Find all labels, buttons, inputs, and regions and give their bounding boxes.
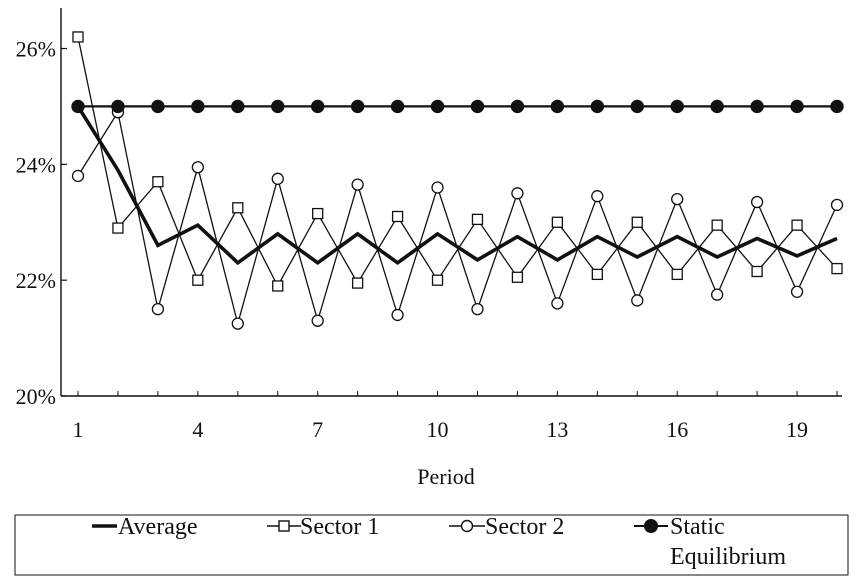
point-static-equilibrium — [550, 99, 565, 114]
series-markers — [71, 31, 844, 330]
legend-label-sector-2: Sector 2 — [485, 514, 564, 540]
legend-label-sector-1: Sector 1 — [300, 514, 379, 540]
legend-item-static-equilibrium: Static Equilibrium — [634, 514, 786, 570]
point-static-equilibrium — [830, 99, 844, 114]
point-sector-2 — [631, 294, 644, 307]
point-sector-2 — [551, 297, 564, 310]
point-static-equilibrium — [510, 99, 525, 114]
x-tick-label: 19 — [786, 417, 808, 442]
point-static-equilibrium — [71, 99, 85, 114]
point-sector-1 — [751, 265, 763, 278]
x-tick-label: 16 — [666, 417, 688, 442]
point-sector-1 — [511, 271, 524, 283]
x-tick-label: 13 — [546, 417, 568, 442]
point-sector-2 — [351, 178, 364, 191]
point-sector-2 — [591, 190, 604, 203]
point-static-equilibrium — [750, 99, 764, 114]
x-tick-label: 4 — [192, 417, 203, 442]
point-sector-1 — [192, 274, 204, 286]
point-sector-1 — [471, 213, 484, 226]
point-sector-2 — [271, 172, 284, 185]
point-sector-2 — [231, 317, 244, 330]
point-sector-2 — [71, 169, 85, 183]
x-tick-label: 10 — [427, 417, 449, 442]
point-sector-2 — [830, 198, 844, 212]
point-static-equilibrium — [790, 99, 804, 114]
point-sector-2 — [311, 314, 324, 327]
point-sector-1 — [431, 274, 444, 286]
point-sector-1 — [312, 207, 324, 220]
series-line-average — [76, 105, 838, 266]
point-sector-1 — [831, 262, 843, 275]
point-static-equilibrium — [271, 99, 285, 114]
x-axis-title: Period — [417, 464, 474, 489]
point-sector-2 — [511, 187, 524, 200]
y-tick-label: 20% — [16, 384, 56, 409]
y-tick-label: 26% — [16, 37, 56, 62]
legend-label-static: Static — [670, 514, 725, 540]
point-sector-2 — [151, 302, 165, 316]
legend-circle-marker — [460, 519, 474, 533]
point-sector-1 — [631, 216, 643, 228]
point-static-equilibrium — [310, 99, 325, 114]
series-lines — [76, 36, 838, 327]
legend-square-marker — [278, 520, 290, 532]
legend-filled-circle-marker — [644, 519, 658, 533]
point-sector-1 — [112, 222, 124, 234]
point-sector-2 — [750, 195, 764, 209]
point-sector-2 — [671, 192, 684, 206]
point-static-equilibrium — [710, 99, 724, 114]
point-sector-1 — [152, 176, 164, 188]
point-sector-1 — [671, 268, 683, 281]
point-static-equilibrium — [670, 99, 684, 114]
point-sector-1 — [351, 277, 364, 289]
x-tick-label: 7 — [312, 417, 323, 442]
legend-item-sector-2: Sector 2 — [449, 514, 564, 540]
x-tick-label: 1 — [73, 417, 84, 442]
legend-label-average: Average — [118, 514, 198, 540]
point-sector-2 — [391, 308, 404, 322]
point-sector-1 — [391, 210, 404, 223]
point-static-equilibrium — [191, 99, 205, 114]
point-static-equilibrium — [470, 99, 485, 114]
legend-box — [14, 514, 849, 576]
point-static-equilibrium — [151, 99, 165, 114]
series-line-sector-2 — [77, 110, 838, 327]
point-static-equilibrium — [111, 99, 125, 114]
y-tick-label: 22% — [16, 268, 56, 293]
point-sector-1 — [791, 219, 803, 231]
legend-item-average: Average — [92, 514, 198, 540]
point-sector-2 — [790, 285, 804, 298]
point-sector-2 — [471, 302, 484, 316]
point-static-equilibrium — [430, 99, 445, 114]
point-sector-1 — [551, 216, 564, 228]
point-sector-1 — [72, 31, 84, 43]
point-static-equilibrium — [350, 99, 365, 114]
point-static-equilibrium — [630, 99, 644, 114]
point-sector-1 — [272, 280, 284, 292]
y-ticks: 20% 22% 24% 26% — [16, 37, 67, 409]
point-sector-1 — [232, 202, 244, 214]
legend-label-equilibrium: Equilibrium — [670, 544, 786, 570]
point-static-equilibrium — [590, 99, 605, 114]
plot-frame — [60, 8, 842, 397]
point-sector-2 — [431, 181, 444, 194]
legend: Average Sector 1 Sector 2 Static Equilib… — [14, 514, 849, 576]
x-ticks: 1 4 7 10 13 16 19 — [73, 391, 838, 442]
point-sector-2 — [711, 288, 724, 301]
y-tick-label: 24% — [16, 152, 56, 177]
point-static-equilibrium — [231, 99, 245, 114]
point-sector-1 — [591, 268, 603, 281]
point-sector-1 — [711, 219, 723, 231]
legend-item-sector-1: Sector 1 — [267, 514, 379, 540]
point-static-equilibrium — [390, 99, 405, 114]
point-sector-2 — [191, 161, 204, 174]
